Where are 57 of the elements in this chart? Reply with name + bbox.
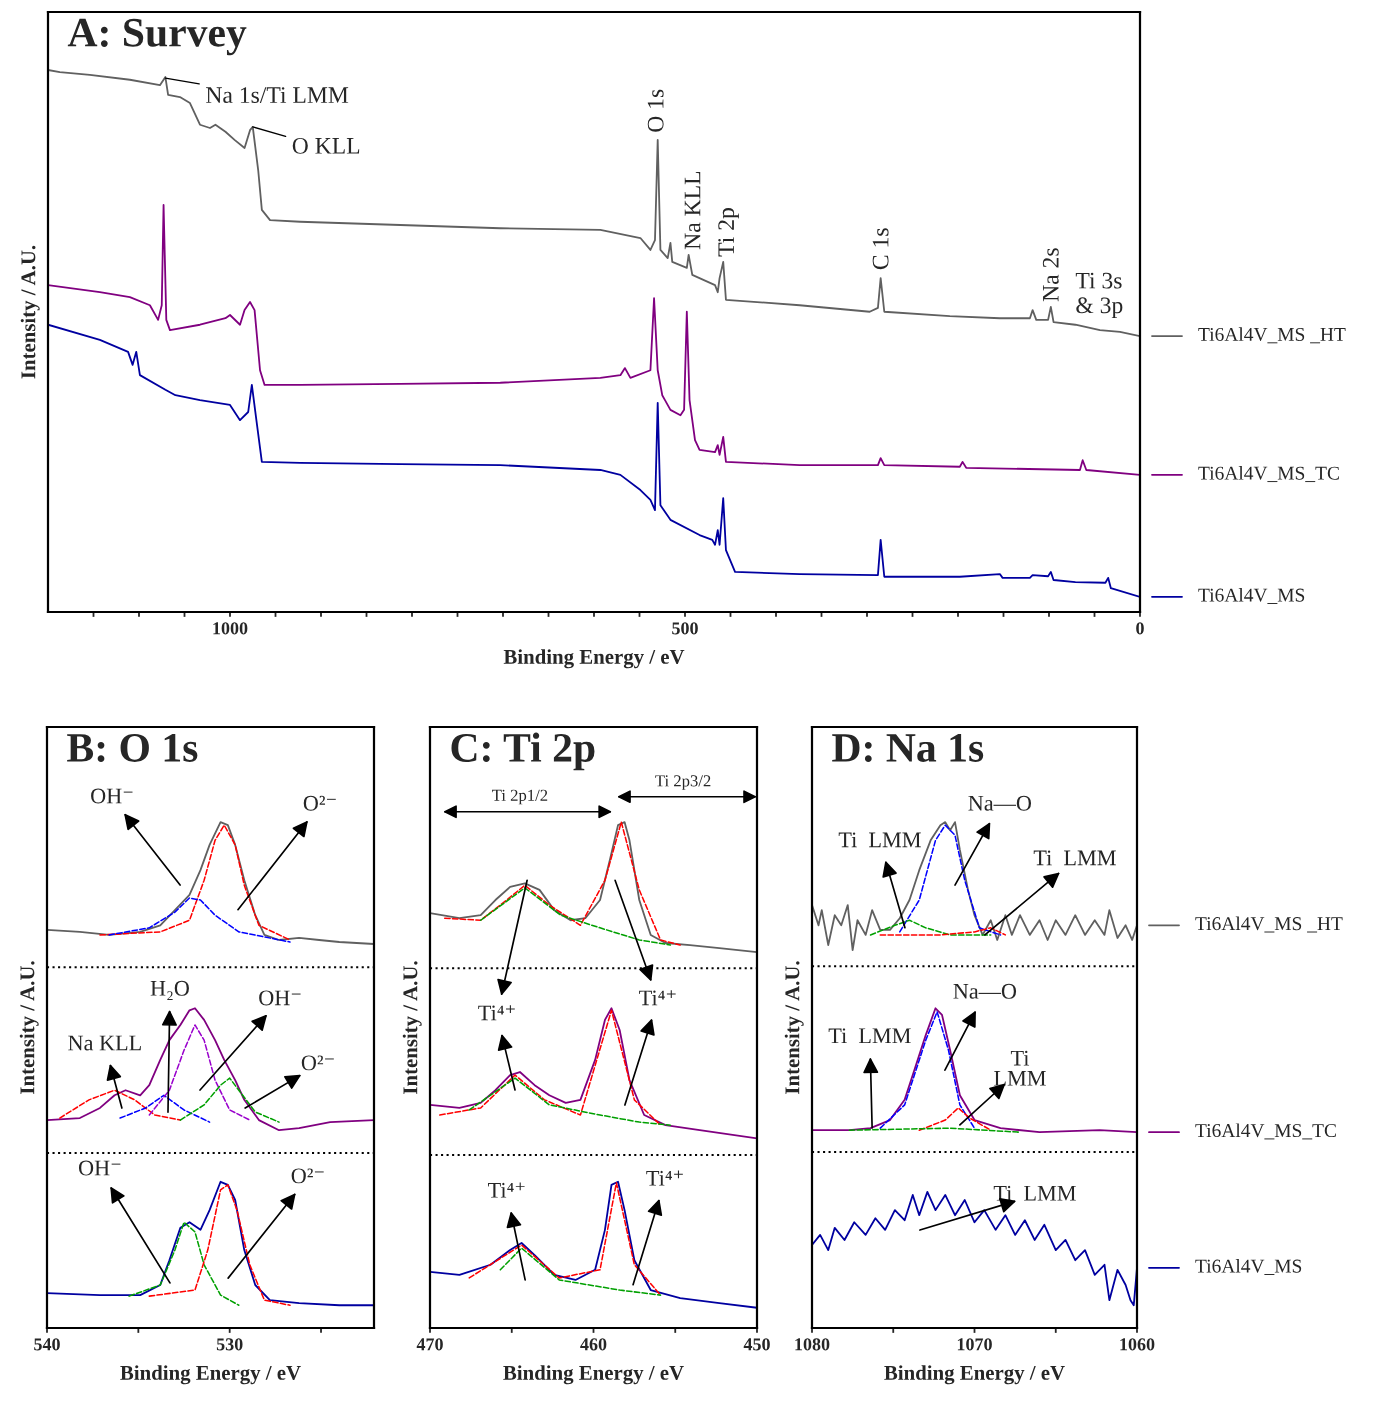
y-axis-title: Intensity / A.U. (402, 961, 422, 1094)
x-tick-label: 460 (580, 1338, 607, 1351)
annotation: Ti⁴⁺ (646, 1170, 683, 1186)
y-axis-title: Intensity / A.U. (784, 961, 804, 1094)
x-tick-label: 540 (34, 1338, 60, 1351)
annotation: OH⁻ (259, 990, 301, 1006)
annotation: Ti⁴⁺ (639, 990, 676, 1006)
annotation: Ti 3s & 3p (1075, 272, 1123, 319)
text: Ti 2p1/2 (492, 789, 548, 805)
annotation: Ti LMM (828, 1028, 911, 1044)
annotation: Ti⁴⁺ (478, 1005, 515, 1021)
x-tick-label: 0 (1136, 622, 1144, 635)
y-axis-title: Intensity / A.U. (20, 245, 40, 379)
x-tick-label: 500 (672, 622, 698, 635)
legend-label: Ti6Al4V_MS _HT (1195, 916, 1343, 933)
chart-title: B: O 1s (67, 733, 198, 763)
annotation: C 1s (872, 228, 889, 270)
x-tick-label: 1070 (957, 1338, 992, 1351)
annotation: Na 1s/Ti LMM (206, 87, 349, 104)
y-axis-title: Intensity / A.U. (19, 961, 39, 1094)
chart-title: C: Ti 2p (451, 732, 595, 771)
chart-title: A: Survey (67, 18, 247, 56)
x-tick-label: 530 (216, 1338, 243, 1351)
annotation: Ti⁴⁺ (488, 1182, 525, 1198)
x-tick-label: 1080 (795, 1338, 830, 1351)
text: OH⁻ (91, 788, 133, 804)
x-axis-title: Binding Energy / eV (884, 1365, 1065, 1385)
x-axis-title: Binding Energy / eV (120, 1365, 301, 1385)
text: Na—O (968, 795, 1032, 811)
annotation: Na KLL (68, 1035, 141, 1051)
text: O²⁻ (303, 795, 336, 811)
legend-label: Ti6Al4V_MS_TC (1195, 1123, 1336, 1140)
legend-label: Ti6Al4V_MS_TC (1198, 466, 1339, 483)
x-tick-label: 450 (743, 1338, 770, 1351)
chart-title: D: Na 1s (832, 733, 984, 763)
annotation: Ti LMM (838, 832, 921, 848)
annotation: Na KLL (684, 171, 701, 250)
annotation: O²⁻ (301, 1055, 334, 1071)
annotation: O²⁻ (291, 1168, 324, 1184)
x-tick-label: 470 (416, 1338, 443, 1351)
annotation: OH⁻ (78, 1160, 121, 1176)
text: Ti 2p3/2 (655, 775, 711, 790)
annotation: Na—O (953, 983, 1017, 999)
x-tick-label: 1000 (213, 622, 248, 635)
annotation: H₂O (150, 980, 189, 1001)
x-axis-title: Binding Energy / eV (503, 1365, 684, 1385)
x-axis-title: Binding Energy / eV (503, 649, 685, 669)
annotation: Ti 2p (718, 208, 739, 257)
annotation: Ti LMM (1033, 850, 1116, 866)
annotation: Na 2s (1042, 248, 1059, 302)
legend-label: Ti6Al4V_MS (1198, 588, 1305, 605)
annotation: O 1s (647, 89, 664, 132)
annotation: O KLL (292, 137, 360, 154)
annotation: Ti LMM (994, 1050, 1046, 1086)
x-tick-label: 1060 (1120, 1338, 1155, 1351)
legend-label: Ti6Al4V_MS (1195, 1258, 1302, 1275)
legend-label: Ti6Al4V_MS _HT (1198, 327, 1346, 344)
